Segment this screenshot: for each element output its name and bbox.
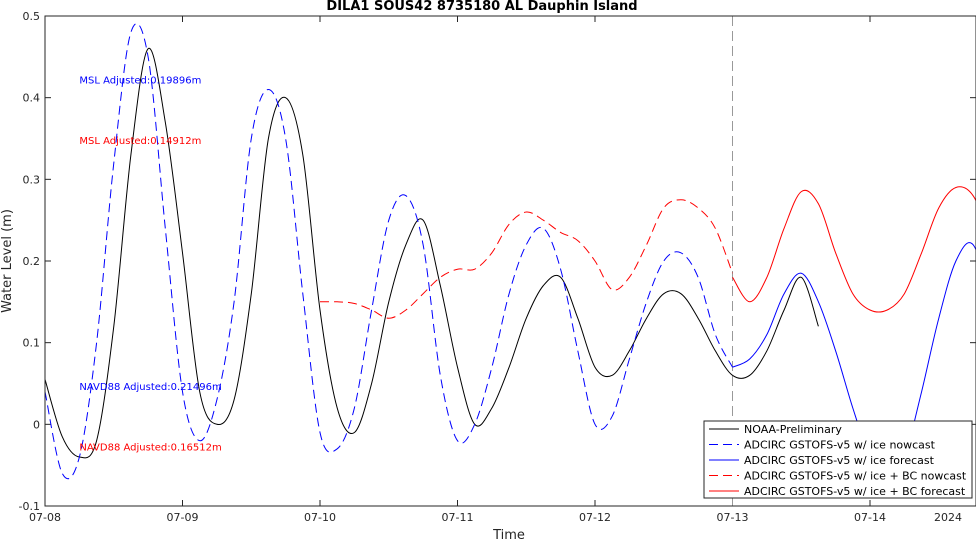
x-tick-label: 07-13 (717, 511, 749, 524)
legend-label: ADCIRC GSTOFS-v5 w/ ice + BC forecast (744, 485, 966, 498)
x-tick-label: 07-10 (304, 511, 336, 524)
datum-annotation: MSL Adjusted:0.19896m (79, 76, 201, 87)
series-line-4 (732, 186, 976, 313)
chart-title: DILA1 SOUS42 8735180 AL Dauphin Island (326, 0, 637, 14)
y-tick-label: 0 (33, 418, 40, 431)
series-line-3 (319, 199, 733, 319)
datum-annotation: MSL Adjusted:0.14912m (79, 136, 201, 147)
legend-label: ADCIRC GSTOFS-v5 w/ ice nowcast (744, 439, 936, 452)
x-tick-label: 07-14 (854, 511, 886, 524)
legend-label: NOAA-Preliminary (744, 423, 842, 436)
y-tick-label: 0.5 (23, 10, 41, 23)
legend-box (703, 420, 973, 499)
legend-label: ADCIRC GSTOFS-v5 w/ ice forecast (744, 454, 935, 467)
y-axis-label: Water Level (m) (0, 209, 15, 313)
annotations-layer: MSL Adjusted:0.19896m MSL Adjusted:0.1491… (79, 76, 221, 454)
plot-frame (44, 15, 976, 507)
x-tick-label: 07-09 (167, 511, 199, 524)
series-line-0 (44, 48, 819, 459)
x-tick-label: 07-08 (29, 511, 61, 524)
legend-label: ADCIRC GSTOFS-v5 w/ ice + BC nowcast (744, 470, 967, 483)
y-tick-label: -0.1 (19, 500, 40, 513)
x-tick-label: 07-11 (442, 511, 474, 524)
y-tick-label: 0.3 (23, 173, 41, 186)
year-label: 2024 (934, 511, 962, 524)
datum-annotation: NAVD88 Adjusted:0.21496m (79, 382, 221, 393)
y-tick-label: 0.1 (23, 337, 41, 350)
y-tick-label: 0.4 (23, 92, 41, 105)
y-tick-label: 0.2 (23, 255, 41, 268)
x-axis-label: Time (492, 528, 525, 541)
x-tick-label: 07-12 (579, 511, 611, 524)
legend: NOAA-Preliminary ADCIRC GSTOFS-v5 w/ ice … (703, 420, 973, 499)
ticks-layer: -0.1 0 0.1 0.2 0.3 0.4 0.5 07-08 07-09 07-10 07-11… (19, 10, 976, 524)
datum-annotation: NAVD88 Adjusted:0.16512m (79, 442, 221, 453)
series-line-1 (44, 23, 733, 480)
